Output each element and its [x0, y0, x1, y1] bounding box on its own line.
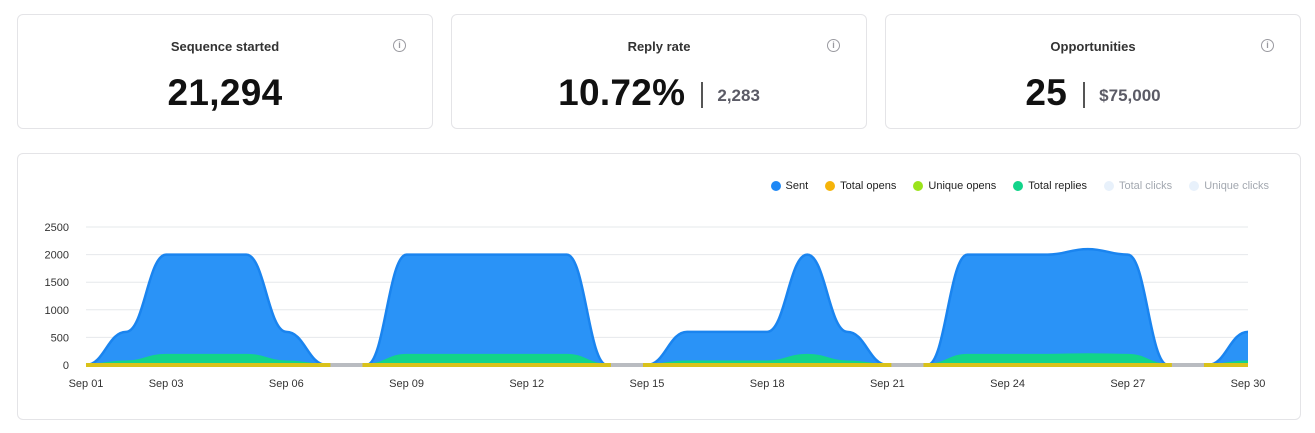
y-tick-label: 1500	[45, 277, 69, 289]
series-area-sent	[86, 249, 1248, 365]
x-tick-label: Sep 01	[69, 378, 104, 390]
x-tick-label: Sep 30	[1231, 378, 1266, 390]
chart-legend: Sent Total opens Unique opens Total repl…	[770, 180, 1269, 192]
info-icon[interactable]: i	[1261, 39, 1274, 52]
y-tick-label: 1000	[45, 305, 69, 317]
y-tick-label: 500	[51, 332, 69, 344]
legend-label: Sent	[785, 180, 809, 192]
legend-label: Unique opens	[928, 180, 997, 192]
info-icon[interactable]: i	[827, 39, 840, 52]
stat-value: 21,294	[167, 72, 283, 113]
stat-value: 25	[1025, 72, 1068, 113]
x-tick-label: Sep 09	[389, 378, 424, 390]
x-tick-label: Sep 24	[990, 378, 1025, 390]
y-tick-label: 2000	[45, 250, 69, 262]
stat-label: Opportunities	[1050, 39, 1136, 54]
x-tick-label: Sep 21	[870, 378, 905, 390]
legend-dot	[1104, 181, 1114, 191]
x-tick-label: Sep 06	[269, 378, 304, 390]
y-tick-label: 2500	[45, 222, 69, 234]
legend-item-sent[interactable]: Sent	[770, 180, 809, 192]
legend-label: Total clicks	[1119, 180, 1173, 192]
x-tick-label: Sep 12	[509, 378, 544, 390]
legend-label: Unique clicks	[1204, 180, 1269, 192]
info-icon[interactable]: i	[393, 39, 406, 52]
stat-card-opportunities: Opportunities i 25 $75,000	[885, 14, 1301, 129]
x-tick-label: Sep 15	[630, 378, 665, 390]
stat-card-sequence-started: Sequence started i 21,294	[17, 14, 433, 129]
legend-dot	[1013, 181, 1024, 191]
x-tick-label: Sep 03	[149, 378, 184, 390]
y-tick-label: 0	[63, 360, 69, 372]
stat-label: Reply rate	[627, 39, 691, 54]
legend-dot	[913, 181, 924, 191]
legend-item-unique-opens[interactable]: Unique opens	[913, 180, 996, 192]
stat-value: 10.72%	[558, 72, 686, 113]
x-tick-label: Sep 18	[750, 378, 785, 390]
legend-dot	[1189, 181, 1200, 191]
legend-label: Total opens	[840, 180, 897, 192]
legend-label: Total replies	[1028, 180, 1087, 192]
legend-item-total-clicks[interactable]: Total clicks	[1104, 180, 1172, 192]
stat-divider	[1083, 82, 1086, 108]
stat-secondary-value: 2,283	[717, 85, 760, 105]
legend-dot	[825, 181, 836, 191]
stat-label: Sequence started	[170, 39, 280, 54]
legend-item-unique-clicks[interactable]: Unique clicks	[1189, 180, 1269, 192]
legend-dot	[770, 181, 781, 191]
stat-card-reply-rate: Reply rate i 10.72% 2,283	[451, 14, 867, 129]
series-line-sent	[85, 247, 1249, 367]
stat-divider	[701, 82, 704, 108]
legend-item-total-opens[interactable]: Total opens	[825, 180, 896, 192]
stat-secondary-value: $75,000	[1099, 85, 1161, 105]
x-tick-label: Sep 27	[1110, 378, 1145, 390]
legend-item-total-replies[interactable]: Total replies	[1013, 180, 1087, 192]
